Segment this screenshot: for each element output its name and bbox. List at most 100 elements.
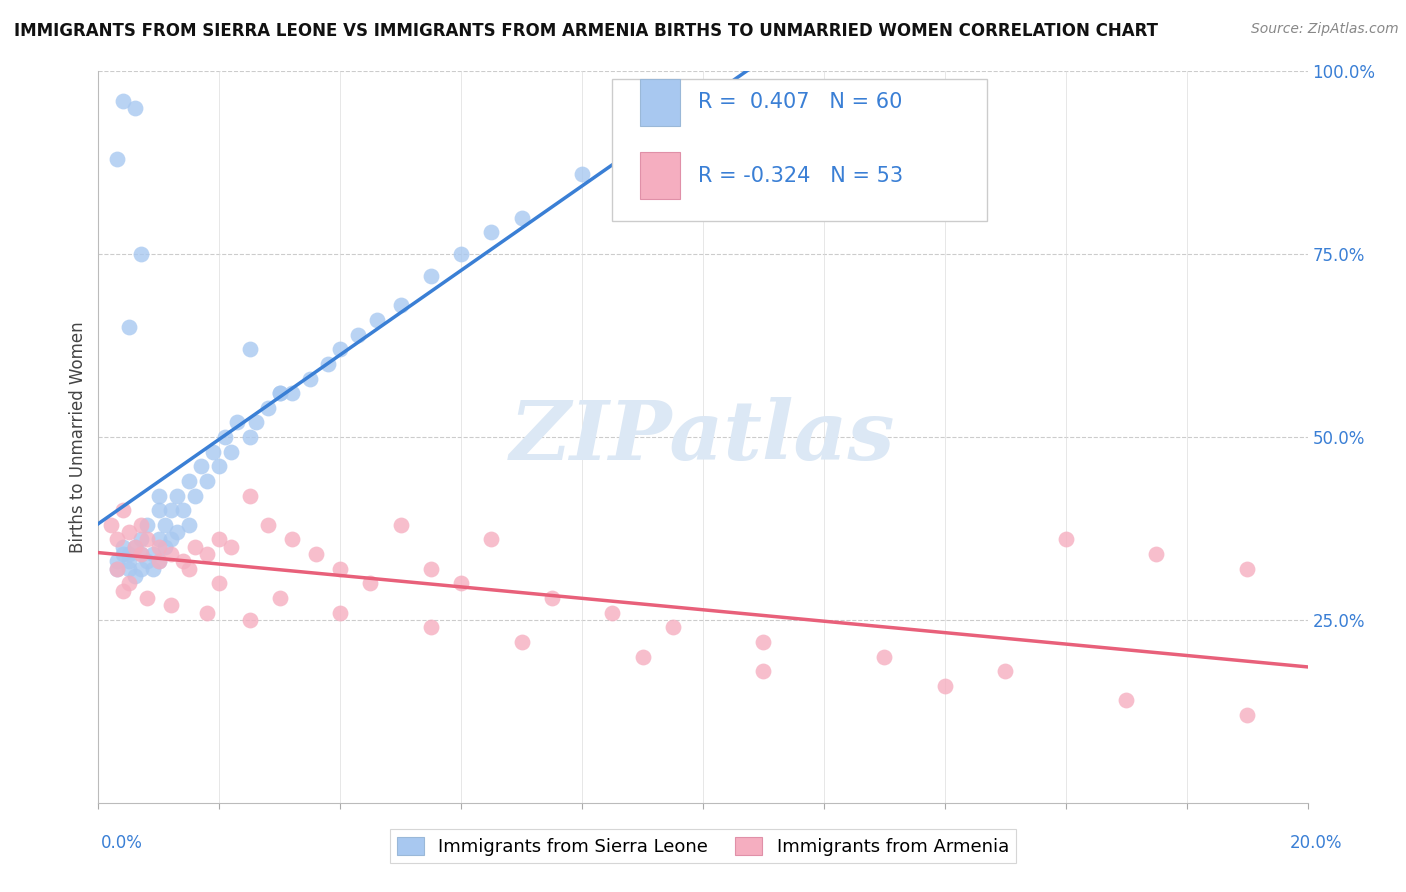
Text: 20.0%: 20.0%: [1291, 834, 1343, 852]
Point: [510, 635, 533, 649]
Point: [179, 474, 201, 488]
Point: [366, 313, 388, 327]
Point: [752, 664, 775, 678]
Point: [873, 649, 896, 664]
Point: [329, 562, 352, 576]
Point: [420, 562, 443, 576]
Y-axis label: Births to Unmarried Women: Births to Unmarried Women: [69, 321, 87, 553]
Point: [172, 554, 194, 568]
Point: [269, 591, 291, 605]
Point: [111, 503, 134, 517]
Point: [329, 343, 352, 357]
Point: [1054, 533, 1077, 547]
Point: [142, 562, 165, 576]
Point: [661, 620, 683, 634]
Point: [124, 540, 146, 554]
Point: [100, 517, 122, 532]
Point: [111, 94, 134, 108]
Point: [195, 474, 218, 488]
Point: [129, 517, 152, 532]
Point: [540, 591, 562, 605]
Point: [105, 562, 128, 576]
Point: [281, 533, 304, 547]
Point: [239, 343, 262, 357]
Point: [105, 554, 128, 568]
Point: [752, 635, 775, 649]
Point: [129, 533, 152, 547]
Point: [239, 613, 262, 627]
Text: ZIPatlas: ZIPatlas: [510, 397, 896, 477]
Point: [105, 152, 128, 166]
Bar: [640, 78, 681, 126]
Point: [190, 459, 212, 474]
Point: [631, 649, 654, 664]
Bar: [640, 152, 681, 199]
Point: [239, 489, 262, 503]
Point: [129, 547, 152, 561]
Legend: Immigrants from Sierra Leone, Immigrants from Armenia: Immigrants from Sierra Leone, Immigrants…: [389, 830, 1017, 863]
FancyBboxPatch shape: [613, 78, 987, 221]
Point: [299, 371, 322, 385]
Point: [389, 298, 412, 312]
Point: [602, 606, 624, 620]
Point: [148, 533, 170, 547]
Point: [221, 540, 243, 554]
Point: [118, 576, 141, 591]
Point: [195, 547, 218, 561]
Point: [135, 533, 157, 547]
Point: [208, 533, 231, 547]
Point: [420, 620, 443, 634]
Point: [571, 167, 593, 181]
Point: [148, 540, 170, 554]
Point: [420, 269, 443, 284]
Point: [118, 554, 141, 568]
Point: [305, 547, 328, 561]
Point: [179, 562, 201, 576]
Point: [281, 386, 304, 401]
Point: [214, 430, 236, 444]
Point: [481, 225, 503, 239]
Point: [179, 517, 201, 532]
Text: Source: ZipAtlas.com: Source: ZipAtlas.com: [1251, 22, 1399, 37]
Point: [124, 101, 146, 115]
Point: [135, 517, 157, 532]
Point: [239, 430, 262, 444]
Point: [111, 583, 134, 598]
Point: [153, 517, 176, 532]
Point: [450, 247, 472, 261]
Point: [208, 459, 231, 474]
Point: [256, 517, 278, 532]
Point: [124, 540, 146, 554]
Point: [160, 503, 183, 517]
Point: [202, 444, 225, 458]
Point: [135, 554, 157, 568]
Point: [256, 401, 278, 415]
Point: [118, 525, 141, 540]
Point: [221, 444, 243, 458]
Point: [1236, 562, 1258, 576]
Point: [1115, 693, 1137, 707]
Point: [142, 547, 165, 561]
Point: [160, 547, 183, 561]
Point: [934, 679, 956, 693]
Point: [329, 606, 352, 620]
Point: [105, 562, 128, 576]
Point: [148, 503, 170, 517]
Point: [148, 489, 170, 503]
Point: [172, 503, 194, 517]
Text: R = -0.324   N = 53: R = -0.324 N = 53: [699, 166, 903, 186]
Point: [160, 599, 183, 613]
Point: [510, 211, 533, 225]
Point: [166, 525, 188, 540]
Point: [148, 554, 170, 568]
Point: [195, 606, 218, 620]
Point: [135, 591, 157, 605]
Point: [129, 247, 152, 261]
Point: [118, 320, 141, 334]
Point: [129, 562, 152, 576]
Point: [148, 554, 170, 568]
Point: [111, 547, 134, 561]
Point: [1144, 547, 1167, 561]
Point: [118, 547, 141, 561]
Point: [118, 562, 141, 576]
